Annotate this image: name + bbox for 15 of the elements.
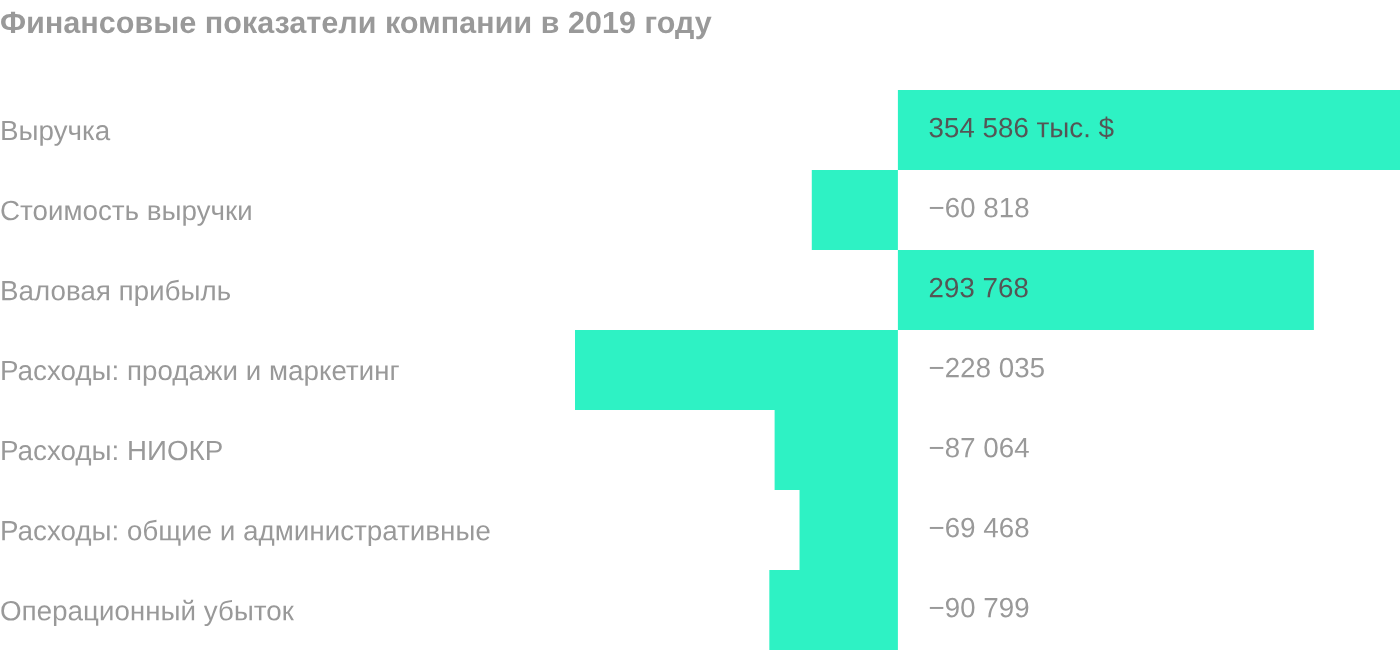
y-tick-label: Расходы: НИОКР [2,440,222,466]
y-tick-label: Расходы: общие и административные [2,519,490,546]
data-label: −90 799 [929,597,1029,618]
y-tick-label: Валовая прибыль [2,279,231,306]
data-label: −60 818 [929,197,1029,218]
data-label: −87 064 [929,437,1029,458]
data-label: −69 468 [929,517,1029,538]
y-tick-label: Операционный убыток [1,599,294,627]
y-tick-label: Стоимость выручки [1,200,251,226]
data-label: 354 586 тыс. $ [929,116,1114,140]
y-tick-label: Расходы: продажи и маркетинг [2,360,399,386]
data-label: −228 035 [929,357,1044,378]
y-tick-label: Выручка [2,120,111,146]
chart-title: Финансовые показатели компании в 2019 году [1,11,712,40]
data-label: 293 768 [929,277,1028,298]
